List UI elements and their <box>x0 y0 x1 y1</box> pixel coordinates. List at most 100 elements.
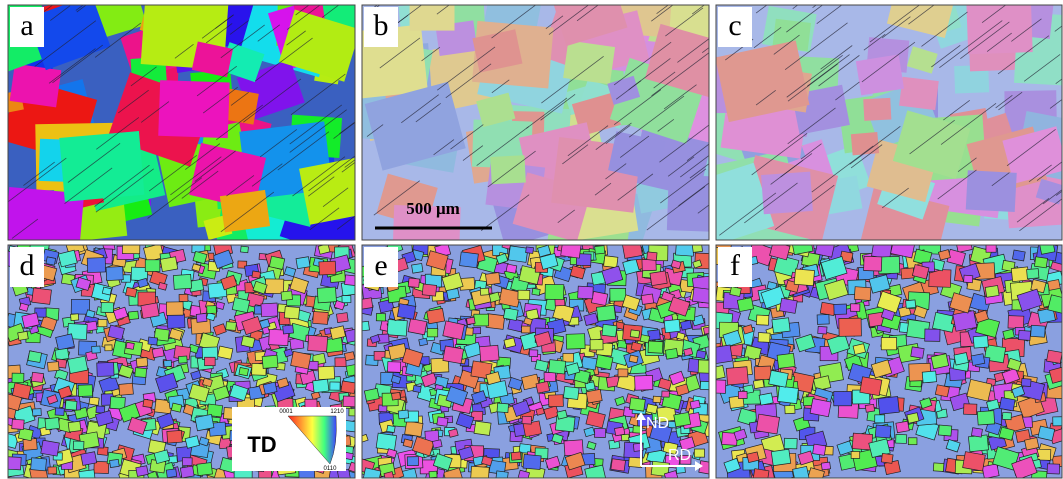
grain <box>506 264 517 273</box>
grain <box>664 319 680 332</box>
grain <box>387 425 395 432</box>
grain <box>954 353 968 365</box>
grain <box>135 368 147 378</box>
grain <box>953 311 977 332</box>
grain <box>281 291 293 301</box>
grain <box>232 298 250 313</box>
grain <box>777 353 795 368</box>
ipf-corner: 1210 <box>330 409 344 415</box>
grain <box>1012 250 1025 261</box>
grain <box>342 295 351 302</box>
grain <box>497 403 508 412</box>
grain <box>68 421 81 432</box>
grain <box>265 279 283 294</box>
grain <box>10 64 62 108</box>
grain <box>480 345 500 361</box>
grain <box>122 240 140 254</box>
grain <box>694 449 704 457</box>
ebsd-map <box>706 236 1063 479</box>
grain <box>629 355 638 363</box>
grain <box>422 284 436 296</box>
grain <box>647 252 657 261</box>
grain <box>241 246 249 253</box>
grain <box>964 404 977 415</box>
grain <box>839 318 862 336</box>
grain <box>473 327 481 334</box>
grain <box>772 318 790 333</box>
grain <box>261 303 278 317</box>
grain <box>753 379 764 388</box>
grain <box>239 367 249 375</box>
grain <box>518 290 530 300</box>
grain <box>398 410 409 419</box>
grain <box>977 411 994 425</box>
grain <box>1011 267 1029 282</box>
grain <box>756 315 769 325</box>
grain <box>343 396 356 407</box>
grain <box>820 302 836 315</box>
grain <box>471 466 490 479</box>
grain <box>182 458 192 466</box>
grain <box>674 412 691 426</box>
ipf-corner: 0110 <box>324 466 338 472</box>
grain <box>753 469 769 479</box>
grain <box>1031 325 1046 337</box>
grain <box>269 256 284 269</box>
grain <box>55 348 69 360</box>
grain <box>166 302 183 316</box>
grain <box>581 356 597 370</box>
grain <box>785 405 795 413</box>
grain <box>110 397 125 410</box>
grain <box>207 306 217 314</box>
figure: abcdef 500 μm 0001 1210 0110 TD ND RD <box>0 0 1063 479</box>
grain <box>71 314 79 321</box>
grain <box>102 287 111 295</box>
grain <box>1053 417 1063 426</box>
grain <box>218 346 233 359</box>
grain <box>106 266 123 280</box>
grain <box>31 372 43 382</box>
grain <box>933 463 944 472</box>
grain <box>699 461 715 475</box>
grain <box>529 350 538 357</box>
grain <box>486 314 505 330</box>
grain <box>629 398 645 412</box>
grain <box>896 421 909 433</box>
grain <box>730 287 741 297</box>
grain <box>938 425 951 436</box>
grain <box>97 362 114 376</box>
grain <box>1025 438 1039 450</box>
grain <box>68 356 88 373</box>
grain <box>432 440 442 448</box>
grain <box>152 347 164 357</box>
grain <box>872 241 892 258</box>
grain <box>296 257 310 269</box>
grain <box>308 335 328 351</box>
grain <box>1034 257 1047 268</box>
grain <box>391 392 400 400</box>
grain <box>196 313 207 322</box>
grain <box>641 294 653 304</box>
grain <box>522 416 532 424</box>
grain <box>427 308 445 323</box>
grain <box>466 317 475 324</box>
grain <box>330 382 340 390</box>
grain <box>511 452 521 460</box>
grain <box>128 311 138 320</box>
grain <box>973 336 988 349</box>
grain <box>906 300 916 308</box>
grain <box>345 275 358 286</box>
grain <box>865 404 874 412</box>
grain <box>387 320 407 337</box>
grain <box>778 386 799 404</box>
grain <box>291 351 311 368</box>
grain <box>126 342 134 349</box>
grain <box>759 393 773 405</box>
grain <box>881 338 896 350</box>
grain <box>758 333 770 343</box>
grain <box>485 272 500 285</box>
grain <box>602 324 617 337</box>
grain <box>875 415 885 423</box>
grain <box>532 288 540 295</box>
grain <box>692 287 711 303</box>
